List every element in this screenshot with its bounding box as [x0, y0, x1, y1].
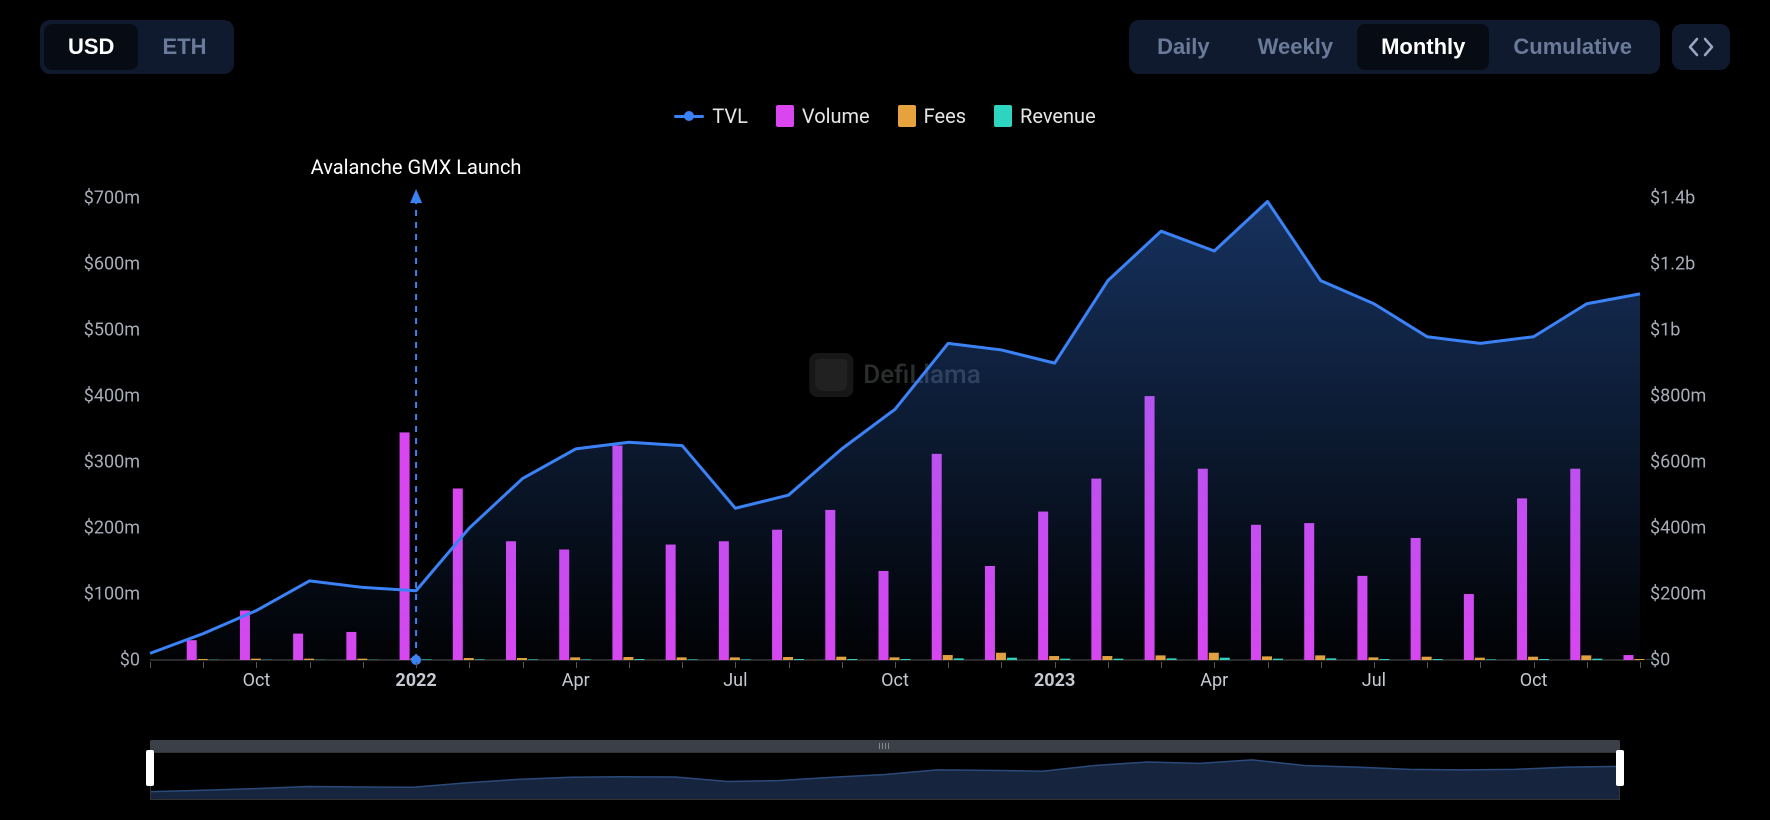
x-tick [1321, 662, 1322, 668]
currency-toggle: USDETH [40, 20, 234, 74]
x-tick [948, 662, 949, 668]
x-tick [735, 662, 736, 668]
time-range-brush[interactable] [150, 740, 1620, 800]
period-option-cumulative[interactable]: Cumulative [1489, 24, 1656, 70]
x-axis-label: Apr [1200, 670, 1228, 691]
x-tick [256, 662, 257, 668]
x-tick [1587, 662, 1588, 668]
y-left-tick-label: $700m [84, 188, 140, 209]
y-left-tick-label: $100m [84, 584, 140, 605]
y-left-tick-label: $600m [84, 254, 140, 275]
y-right-tick-label: $1.4b [1650, 188, 1695, 209]
y-left-tick-label: $200m [84, 518, 140, 539]
legend-item-revenue[interactable]: Revenue [994, 104, 1096, 128]
legend: TVL Volume Fees Revenue [40, 104, 1730, 128]
legend-bar-swatch [776, 105, 794, 127]
y-left-tick-label: $400m [84, 386, 140, 407]
y-right-tick-label: $1.2b [1650, 254, 1695, 275]
legend-label: TVL [712, 104, 748, 128]
x-tick [1055, 662, 1056, 668]
legend-item-fees[interactable]: Fees [898, 104, 966, 128]
x-axis-label: Oct [881, 670, 909, 691]
x-tick [523, 662, 524, 668]
x-tick [1214, 662, 1215, 668]
x-tick [1001, 662, 1002, 668]
chart-svg [150, 185, 1640, 660]
brush-handle-right[interactable] [1616, 750, 1624, 786]
legend-item-tvl[interactable]: TVL [674, 104, 748, 128]
x-tick [1374, 662, 1375, 668]
x-tick [1108, 662, 1109, 668]
x-tick [1427, 662, 1428, 668]
x-tick [842, 662, 843, 668]
toolbar: USDETH DailyWeeklyMonthlyCumulative [40, 20, 1730, 74]
x-tick [416, 662, 417, 668]
brush-svg [151, 753, 1619, 799]
x-tick [895, 662, 896, 668]
x-tick [1640, 662, 1641, 668]
y-right-tick-label: $400m [1650, 518, 1706, 539]
x-tick [1268, 662, 1269, 668]
legend-line-swatch [674, 115, 704, 118]
legend-bar-swatch [898, 105, 916, 127]
x-tick [629, 662, 630, 668]
tvl-area [150, 201, 1640, 660]
brush-grip-icon [879, 743, 891, 749]
brush-handle-left[interactable] [146, 750, 154, 786]
x-tick [363, 662, 364, 668]
x-tick [150, 662, 151, 668]
x-axis-label: Oct [1520, 670, 1548, 691]
brush-track-bar [150, 740, 1620, 752]
y-right-tick-label: $200m [1650, 584, 1706, 605]
x-tick [1480, 662, 1481, 668]
x-tick [310, 662, 311, 668]
period-option-weekly[interactable]: Weekly [1234, 24, 1357, 70]
period-option-monthly[interactable]: Monthly [1357, 24, 1489, 70]
y-right-tick-label: $1b [1650, 320, 1680, 341]
x-tick [469, 662, 470, 668]
brush-mini-chart [150, 752, 1620, 800]
x-tick [682, 662, 683, 668]
currency-option-usd[interactable]: USD [44, 24, 138, 70]
embed-code-button[interactable] [1672, 24, 1730, 70]
x-tick [576, 662, 577, 668]
chart-wrap: TVL Volume Fees Revenue Avalanche GMX Launc… [40, 104, 1730, 800]
period-option-daily[interactable]: Daily [1133, 24, 1234, 70]
legend-bar-swatch [994, 105, 1012, 127]
x-axis-label: 2023 [1034, 670, 1075, 691]
x-axis-label: 2022 [395, 670, 436, 691]
code-icon [1688, 36, 1714, 58]
x-tick [203, 662, 204, 668]
y-left-tick-label: $0 [120, 650, 140, 671]
period-toggle: DailyWeeklyMonthlyCumulative [1129, 20, 1660, 74]
legend-label: Fees [924, 104, 966, 128]
y-right-tick-label: $600m [1650, 452, 1706, 473]
x-axis-label: Oct [243, 670, 271, 691]
chart-dashboard: USDETH DailyWeeklyMonthlyCumulative TVL V… [0, 0, 1770, 820]
y-right-tick-label: $800m [1650, 386, 1706, 407]
x-tick [1161, 662, 1162, 668]
right-controls: DailyWeeklyMonthlyCumulative [1129, 20, 1730, 74]
legend-item-volume[interactable]: Volume [776, 104, 870, 128]
currency-option-eth[interactable]: ETH [138, 24, 230, 70]
x-axis-label: Jul [1362, 670, 1386, 691]
y-left-tick-label: $300m [84, 452, 140, 473]
x-axis-label: Apr [562, 670, 590, 691]
x-tick [1534, 662, 1535, 668]
plot: DefiLlama $0$100m$200m$300m$400m$500m$60… [150, 185, 1640, 660]
annotation-label: Avalanche GMX Launch [311, 155, 522, 179]
chart-area[interactable]: Avalanche GMX Launch DefiLlama $0$100m$2… [40, 130, 1730, 740]
y-left-tick-label: $500m [84, 320, 140, 341]
legend-label: Revenue [1020, 104, 1096, 128]
x-tick [789, 662, 790, 668]
x-axis-label: Jul [723, 670, 747, 691]
legend-label: Volume [802, 104, 870, 128]
